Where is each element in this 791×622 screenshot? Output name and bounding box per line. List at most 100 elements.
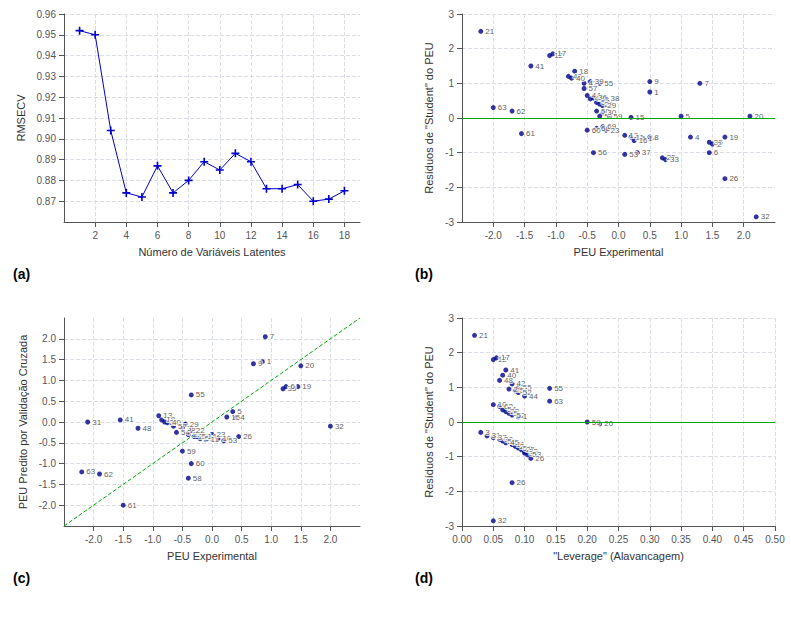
svg-text:-1.0: -1.0 [144,534,162,545]
svg-text:0.30: 0.30 [640,534,660,545]
svg-text:0.87: 0.87 [37,196,57,207]
svg-text:8: 8 [654,133,659,142]
svg-text:0.5: 0.5 [235,534,249,545]
svg-text:20: 20 [604,419,613,428]
svg-text:0.25: 0.25 [609,534,629,545]
svg-text:1.0: 1.0 [674,230,688,241]
svg-text:6: 6 [714,148,719,157]
svg-text:PEU Experimental: PEU Experimental [167,550,257,562]
svg-text:9: 9 [258,359,263,368]
svg-text:62: 62 [517,107,526,116]
svg-text:55: 55 [604,79,613,88]
svg-text:21: 21 [479,331,488,340]
svg-text:0.93: 0.93 [37,71,57,82]
svg-text:26: 26 [729,174,738,183]
svg-text:37: 37 [642,148,651,157]
svg-text:2: 2 [92,230,98,241]
svg-text:48: 48 [504,376,513,385]
svg-text:32: 32 [335,422,344,431]
svg-text:1.5: 1.5 [294,534,308,545]
svg-text:55: 55 [196,390,205,399]
svg-text:2.0: 2.0 [737,230,751,241]
svg-text:10: 10 [214,230,226,241]
svg-text:2: 2 [448,43,454,54]
svg-text:-2: -2 [445,486,454,497]
svg-text:-2: -2 [445,182,454,193]
svg-text:20: 20 [754,112,763,121]
svg-text:38: 38 [610,94,619,103]
svg-text:-1.5: -1.5 [516,230,534,241]
svg-text:0.05: 0.05 [484,534,504,545]
svg-text:0.96: 0.96 [37,9,57,20]
svg-text:2.0: 2.0 [323,534,337,545]
svg-text:18: 18 [339,230,351,241]
svg-text:0.88: 0.88 [37,175,57,186]
svg-text:61: 61 [128,501,137,510]
svg-text:56: 56 [598,148,607,157]
svg-text:6: 6 [155,230,161,241]
svg-text:0.45: 0.45 [734,534,754,545]
svg-text:19: 19 [729,133,738,142]
svg-text:26: 26 [517,478,526,487]
svg-text:7: 7 [270,332,275,341]
svg-text:63: 63 [86,467,95,476]
svg-text:1.0: 1.0 [42,375,56,386]
svg-text:-1.0: -1.0 [39,458,57,469]
svg-text:6: 6 [291,382,296,391]
svg-text:-0.5: -0.5 [174,534,192,545]
svg-text:41: 41 [125,415,134,424]
svg-text:0.5: 0.5 [643,230,657,241]
svg-text:0.40: 0.40 [703,534,723,545]
svg-text:-2.0: -2.0 [485,230,503,241]
svg-text:0.00: 0.00 [452,534,472,545]
svg-text:1.5: 1.5 [42,354,56,365]
svg-text:0.20: 0.20 [577,534,597,545]
svg-text:3: 3 [448,313,454,324]
svg-text:32: 32 [498,516,507,525]
svg-text:5: 5 [686,112,691,121]
svg-text:40: 40 [576,74,585,83]
svg-text:0.10: 0.10 [515,534,535,545]
svg-text:0.92: 0.92 [37,92,57,103]
svg-text:23: 23 [610,126,619,135]
svg-text:0.5: 0.5 [42,396,56,407]
svg-text:48: 48 [143,424,152,433]
svg-text:-2.0: -2.0 [39,500,57,511]
svg-text:1: 1 [448,382,454,393]
svg-text:2.0: 2.0 [42,333,56,344]
svg-text:16: 16 [639,136,648,145]
svg-text:0.94: 0.94 [37,50,57,61]
svg-text:63: 63 [554,397,563,406]
svg-text:-1: -1 [445,147,454,158]
svg-text:1: 1 [448,78,454,89]
svg-text:14: 14 [277,230,289,241]
svg-text:2: 2 [448,347,454,358]
svg-text:-0.5: -0.5 [579,230,597,241]
svg-text:3: 3 [485,428,490,437]
svg-text:(b): (b) [415,266,433,282]
svg-text:-1.5: -1.5 [115,534,133,545]
svg-text:1.5: 1.5 [705,230,719,241]
svg-text:7: 7 [704,79,709,88]
svg-text:-3: -3 [445,217,454,228]
svg-text:33: 33 [670,155,679,164]
svg-text:12: 12 [245,230,257,241]
svg-text:20: 20 [305,361,314,370]
svg-text:59: 59 [187,447,196,456]
svg-text:3: 3 [448,9,454,20]
svg-text:-2.0: -2.0 [85,534,103,545]
svg-text:0: 0 [448,113,454,124]
svg-text:16: 16 [308,230,320,241]
svg-text:-1: -1 [445,451,454,462]
svg-text:1: 1 [523,412,528,421]
svg-text:(c): (c) [13,570,30,586]
svg-text:4: 4 [240,413,245,422]
svg-text:0.0: 0.0 [612,230,626,241]
svg-text:9: 9 [654,77,659,86]
svg-text:63: 63 [498,103,507,112]
svg-text:(d): (d) [415,570,433,586]
svg-text:0.50: 0.50 [765,534,785,545]
svg-text:Resíduos de "Student" do PEU: Resíduos de "Student" do PEU [423,346,435,498]
svg-text:60: 60 [196,459,205,468]
svg-text:62: 62 [104,470,113,479]
